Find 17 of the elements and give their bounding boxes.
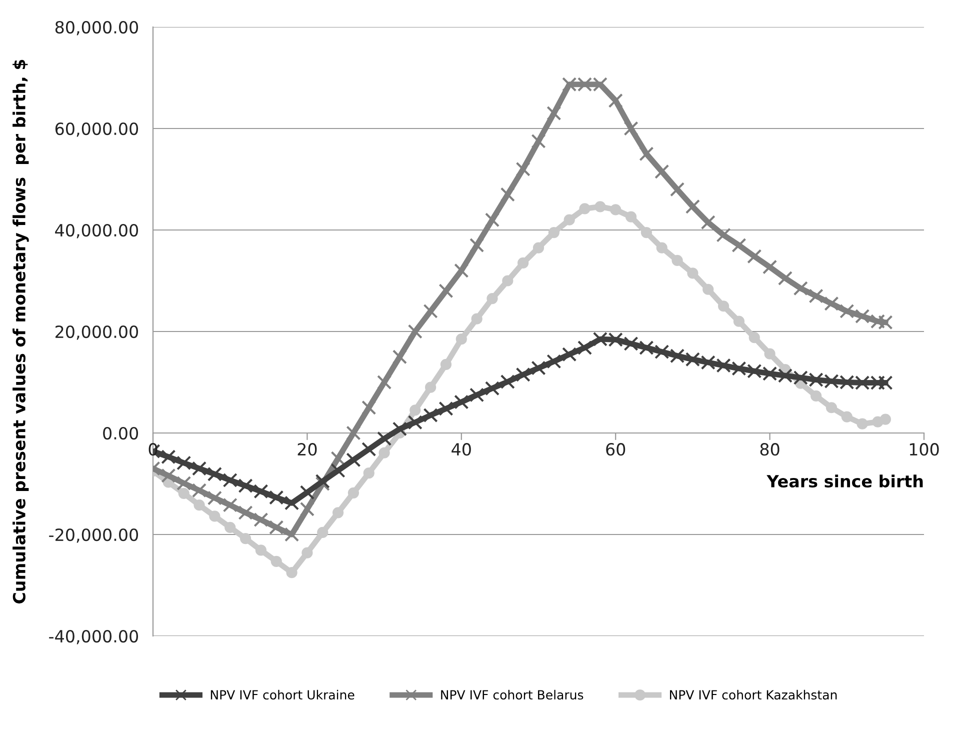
x-tick-label: 40: [452, 443, 471, 456]
y-axis-title: Cumulative present values of monetary flows per birth, $: [12, 60, 29, 604]
x-tick-label: 80: [760, 443, 780, 456]
y-tick-label: 80,000.00: [55, 20, 138, 36]
legend-label: NPV IVF cohort Kazakhstan: [670, 690, 837, 700]
legend-label: NPV IVF cohort Ukraine: [210, 690, 354, 700]
y-tick-label: 40,000.00: [55, 224, 138, 238]
legend-label: NPV IVF cohort Belarus: [441, 690, 584, 700]
x-tick-label: 20: [298, 443, 317, 456]
x-tick-label: 100: [910, 443, 939, 456]
y-tick-label: 60,000.00: [55, 122, 138, 137]
y-tick-label: -40,000.00: [49, 630, 138, 644]
x-axis-title: Years since birth: [766, 474, 923, 488]
y-tick-label: 20,000.00: [56, 325, 138, 340]
x-tick-label: 60: [606, 443, 626, 456]
y-tick-label: 0.00: [103, 426, 138, 440]
y-tick-label: -20,000.00: [49, 528, 138, 543]
